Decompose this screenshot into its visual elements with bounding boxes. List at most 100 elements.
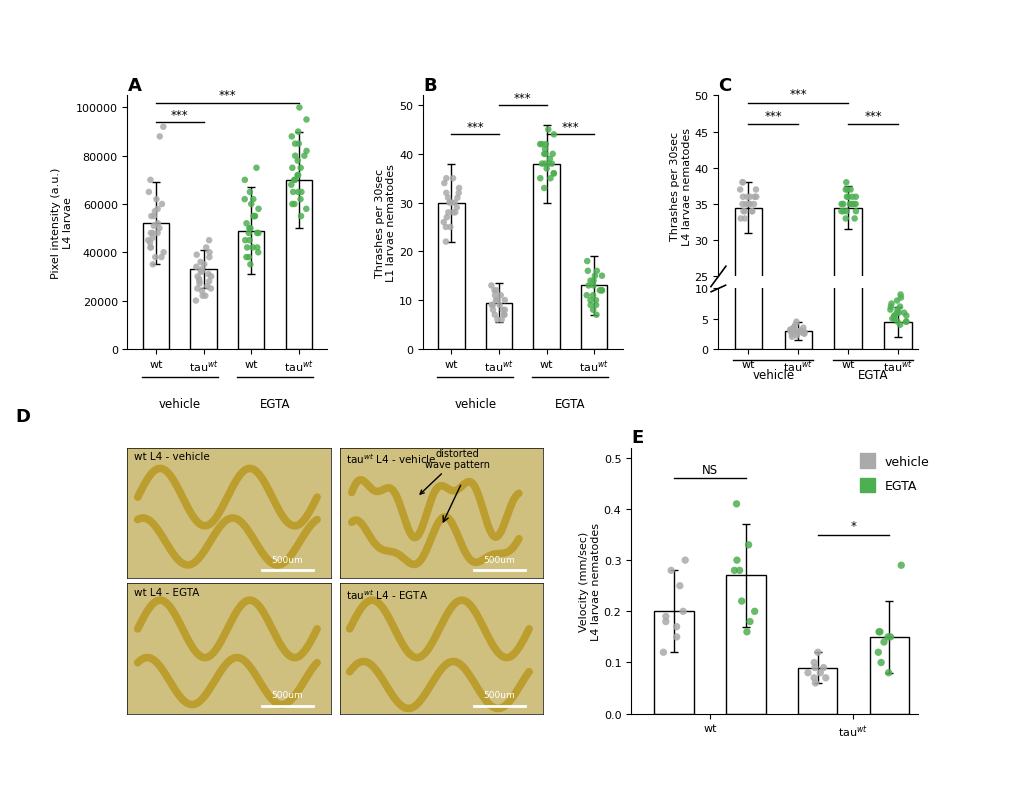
- Point: [735, 138, 751, 151]
- Point: [889, 419, 905, 431]
- Point: [147, 205, 163, 218]
- Point: [450, 187, 467, 200]
- Point: [532, 139, 548, 152]
- Point: [734, 114, 750, 127]
- Bar: [285, 180, 312, 350]
- Point: [837, 213, 853, 225]
- Point: [733, 595, 749, 608]
- Point: [835, 138, 851, 151]
- Point: [888, 307, 904, 320]
- Point: [579, 265, 595, 278]
- Point: [870, 626, 887, 638]
- Point: [736, 205, 752, 218]
- Point: [197, 290, 213, 303]
- Text: tau$^{wt}$ L4 - vehicle: tau$^{wt}$ L4 - vehicle: [345, 452, 436, 466]
- Text: vehicle: vehicle: [159, 398, 201, 411]
- Point: [783, 324, 799, 337]
- Text: E: E: [631, 428, 643, 447]
- Text: vehicle: vehicle: [751, 369, 794, 382]
- Point: [892, 289, 908, 302]
- Point: [886, 411, 902, 424]
- Point: [489, 314, 505, 326]
- Point: [785, 426, 801, 439]
- Bar: [784, 331, 811, 350]
- Point: [496, 304, 513, 317]
- Point: [543, 158, 559, 171]
- Point: [795, 327, 811, 340]
- Point: [443, 197, 460, 210]
- Point: [533, 139, 549, 152]
- Point: [591, 285, 607, 298]
- Point: [154, 198, 170, 211]
- Text: D: D: [15, 407, 31, 425]
- Point: [582, 294, 598, 307]
- Point: [291, 102, 308, 115]
- Point: [796, 328, 812, 341]
- Point: [484, 299, 500, 312]
- Point: [838, 138, 854, 151]
- Text: tau$^{wt}$ L4 - EGTA: tau$^{wt}$ L4 - EGTA: [345, 587, 427, 602]
- Point: [785, 322, 801, 334]
- Point: [587, 294, 603, 307]
- Point: [194, 263, 210, 276]
- Bar: [797, 668, 837, 714]
- Point: [582, 275, 598, 288]
- Point: [844, 126, 860, 139]
- Point: [536, 158, 552, 171]
- Point: [236, 193, 253, 206]
- Point: [792, 430, 808, 443]
- Point: [747, 126, 763, 139]
- Point: [542, 172, 558, 185]
- Point: [536, 182, 552, 195]
- Point: [872, 656, 889, 669]
- Point: [729, 554, 745, 567]
- Text: ***: ***: [863, 110, 881, 123]
- Point: [875, 636, 892, 649]
- Point: [738, 626, 754, 638]
- Point: [240, 222, 257, 235]
- Point: [486, 309, 502, 322]
- Point: [728, 498, 744, 511]
- Point: [496, 309, 513, 322]
- Point: [296, 150, 312, 163]
- Text: ***: ***: [466, 121, 484, 134]
- Point: [883, 415, 900, 428]
- Point: [892, 390, 908, 403]
- Point: [746, 191, 762, 204]
- Point: [152, 131, 168, 144]
- Text: EGTA: EGTA: [259, 398, 289, 411]
- Point: [811, 666, 827, 679]
- Point: [744, 138, 760, 151]
- Point: [741, 126, 757, 139]
- Point: [495, 309, 512, 322]
- Point: [740, 132, 756, 145]
- Point: [190, 270, 206, 283]
- Point: [245, 210, 261, 223]
- Point: [882, 298, 899, 310]
- Point: [889, 394, 905, 407]
- Point: [736, 144, 752, 157]
- Point: [141, 186, 157, 199]
- Point: [536, 144, 552, 156]
- Point: [788, 435, 804, 448]
- Point: [238, 241, 255, 254]
- Point: [142, 237, 158, 249]
- Point: [200, 268, 216, 281]
- Point: [787, 319, 803, 332]
- Point: [892, 423, 908, 435]
- Point: [238, 217, 255, 230]
- Point: [194, 265, 210, 278]
- Point: [145, 227, 161, 240]
- Point: [734, 114, 750, 127]
- Point: [203, 282, 219, 295]
- Point: [847, 205, 863, 218]
- Bar: [734, 141, 761, 350]
- Point: [151, 222, 167, 235]
- Text: EGTA: EGTA: [554, 398, 585, 411]
- Point: [739, 191, 755, 204]
- Bar: [726, 576, 765, 714]
- Point: [486, 285, 502, 298]
- Point: [140, 234, 156, 247]
- Point: [740, 539, 756, 552]
- Text: 500um: 500um: [271, 555, 303, 564]
